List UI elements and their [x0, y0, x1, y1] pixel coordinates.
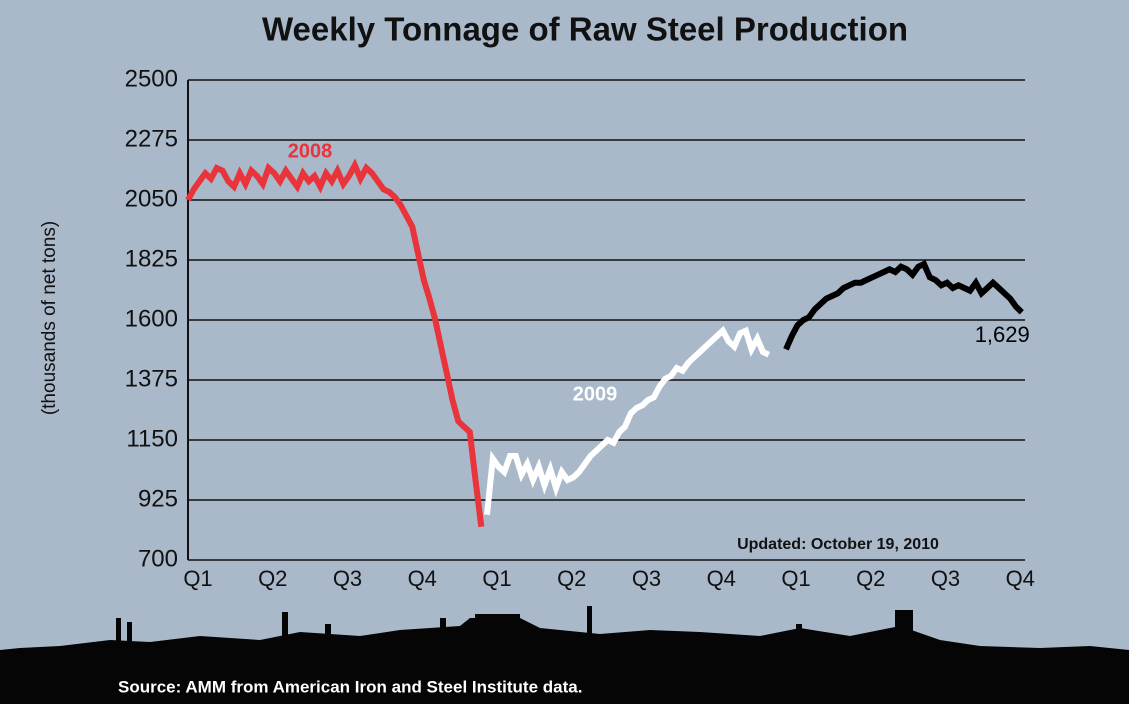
series-label: 2009 — [573, 383, 618, 405]
y-tick-label: 700 — [138, 545, 178, 572]
x-tick-label: Q4 — [408, 566, 437, 591]
y-tick-label: 2275 — [125, 125, 178, 152]
chimney — [796, 624, 802, 644]
chimney — [587, 606, 592, 636]
chimney — [127, 622, 132, 650]
chimney — [325, 624, 331, 644]
y-tick-label: 2050 — [125, 185, 178, 212]
chimney — [440, 618, 446, 638]
page: Weekly Tonnage of Raw Steel Production (… — [0, 0, 1129, 704]
chart-title: Weekly Tonnage of Raw Steel Production — [262, 11, 908, 48]
y-axis-label: (thousands of net tons) — [39, 221, 60, 415]
building — [475, 614, 520, 634]
y-tick-label: 1150 — [126, 425, 178, 452]
x-tick-label: Q3 — [931, 566, 960, 591]
x-tick-label: Q1 — [482, 566, 511, 591]
x-tick-label: Q4 — [1006, 566, 1035, 591]
y-tick-label: 1375 — [125, 365, 178, 392]
building — [895, 610, 913, 644]
annotation: Updated: October 19, 2010 — [737, 536, 939, 553]
x-tick-label: Q1 — [183, 566, 212, 591]
y-tick-label: 1825 — [125, 245, 178, 272]
source-note: Source: AMM from American Iron and Steel… — [118, 677, 582, 696]
chimney — [282, 612, 288, 642]
x-tick-label: Q2 — [557, 566, 586, 591]
y-tick-label: 925 — [138, 485, 178, 512]
chart: Weekly Tonnage of Raw Steel Production (… — [0, 0, 1129, 704]
x-tick-label: Q4 — [707, 566, 736, 591]
x-tick-label: Q3 — [632, 566, 661, 591]
y-tick-label: 1600 — [125, 305, 178, 332]
background — [0, 0, 1129, 704]
x-tick-label: Q2 — [856, 566, 885, 591]
chimney — [116, 618, 121, 650]
series-label: 2008 — [288, 140, 333, 162]
y-tick-label: 2500 — [125, 65, 178, 92]
x-tick-label: Q3 — [333, 566, 362, 591]
x-tick-label: Q1 — [781, 566, 810, 591]
value-label: 1,629 — [975, 322, 1030, 347]
x-tick-label: Q2 — [258, 566, 287, 591]
